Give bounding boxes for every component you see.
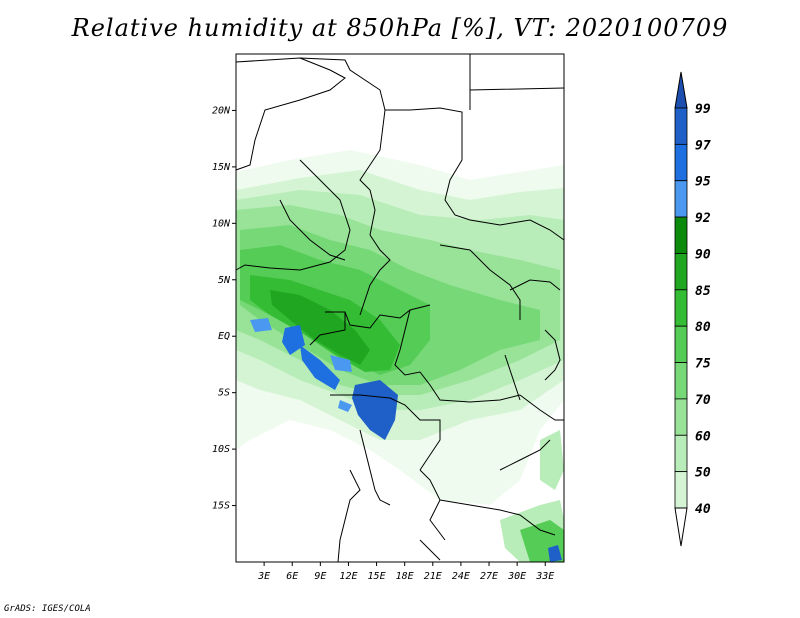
- lon-tick-label: 18E: [396, 571, 414, 582]
- colorbar-label: 60: [695, 429, 711, 444]
- lon-tick-label: 3E: [257, 571, 270, 582]
- lon-tick-label: 24E: [452, 571, 470, 582]
- lon-tick-label: 21E: [424, 571, 442, 582]
- longitude-axis: 3E 6E 9E 12E 15E 18E 21E 24E 27E 30E 33E: [257, 562, 554, 582]
- lat-tick-label: 10S: [212, 444, 230, 455]
- colorbar-label: 85: [695, 284, 711, 299]
- lon-tick-label: 9E: [314, 571, 326, 582]
- lat-tick-label: 10N: [212, 218, 231, 229]
- lat-tick-label: EQ: [218, 331, 230, 342]
- lon-tick-label: 6E: [286, 571, 298, 582]
- colorbar-segment: [674, 289, 688, 327]
- map-frame: [235, 53, 565, 563]
- colorbar-label: 95: [695, 175, 711, 190]
- grads-credit: GrADS: IGES/COLA: [4, 604, 91, 614]
- colorbar-label: 80: [695, 320, 711, 335]
- humidity-shading: [236, 150, 564, 562]
- lat-tick-label: 15N: [212, 162, 231, 173]
- colorbar-segment: [674, 143, 688, 182]
- colorbar-segment: [674, 471, 688, 509]
- colorbar: 99 97 95 92 90 85 80 75 70 60 50 40: [674, 71, 711, 547]
- colorbar-top-arrow: [674, 71, 688, 109]
- colorbar-label: 99: [695, 102, 711, 117]
- colorbar-segment: [674, 107, 688, 145]
- colorbar-label: 92: [695, 211, 711, 226]
- colorbar-label: 75: [695, 357, 711, 372]
- colorbar-segment: [674, 434, 688, 473]
- colorbar-segment: [674, 216, 688, 254]
- lat-tick-label: 5S: [218, 388, 230, 399]
- lon-tick-label: 30E: [507, 571, 526, 582]
- lon-tick-label: 27E: [480, 571, 498, 582]
- lat-tick-label: 15S: [212, 501, 230, 512]
- lon-tick-label: 33E: [535, 571, 554, 582]
- colorbar-label: 97: [695, 138, 711, 153]
- colorbar-label: 40: [695, 502, 711, 517]
- colorbar-bottom-arrow: [674, 507, 688, 547]
- lon-tick-label: 12E: [339, 571, 357, 582]
- latitude-axis: 20N 15N 10N 5N EQ 5S 10S 15S: [212, 105, 236, 512]
- colorbar-label: 90: [695, 247, 711, 262]
- chart-title: Relative humidity at 850hPa [%], VT: 202…: [71, 14, 729, 42]
- colorbar-label: 50: [695, 466, 711, 481]
- colorbar-segment: [674, 253, 688, 291]
- colorbar-segment: [674, 362, 688, 400]
- lat-tick-label: 20N: [212, 105, 231, 116]
- lon-tick-label: 15E: [368, 571, 386, 582]
- colorbar-segment: [674, 398, 688, 436]
- country-borders: [235, 53, 565, 563]
- colorbar-segment: [674, 325, 688, 363]
- colorbar-label: 70: [695, 393, 711, 408]
- lat-tick-label: 5N: [218, 275, 231, 286]
- colorbar-segment: [674, 180, 688, 218]
